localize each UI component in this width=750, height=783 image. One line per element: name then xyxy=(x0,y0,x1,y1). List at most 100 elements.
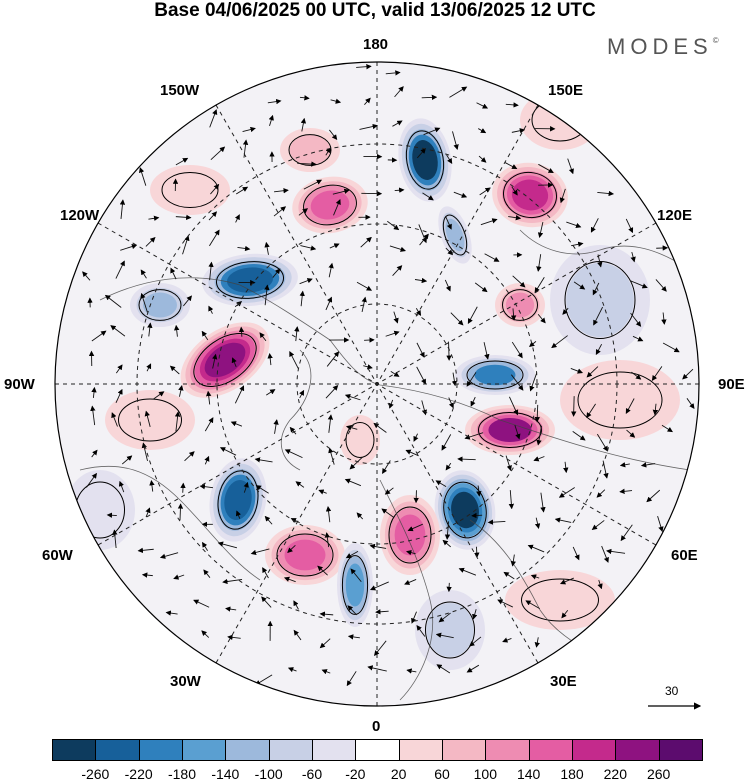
wind-vector xyxy=(350,568,362,583)
wind-vector xyxy=(145,507,151,518)
wind-vector xyxy=(299,389,305,399)
wind-vector xyxy=(300,245,317,251)
wind-vector xyxy=(299,278,313,285)
wind-vector xyxy=(287,545,296,553)
wind-vector xyxy=(422,192,434,201)
wind-vector xyxy=(559,188,566,204)
wind-vector xyxy=(416,366,426,385)
wind-vector xyxy=(82,271,91,281)
wind-vector xyxy=(325,147,331,156)
wind-vector xyxy=(137,547,154,554)
wind-vector xyxy=(389,245,406,252)
wind-vector xyxy=(632,335,644,342)
wind-vector xyxy=(411,611,417,624)
colorbar-swatch xyxy=(442,739,487,761)
wind-vector xyxy=(480,218,498,226)
wind-vector xyxy=(510,554,516,567)
lon-label-120w: 120W xyxy=(60,207,100,224)
wind-vector xyxy=(453,191,468,198)
wind-vector xyxy=(141,572,153,578)
wind-vector xyxy=(369,543,387,550)
wind-vector xyxy=(626,429,636,438)
wind-vector xyxy=(267,98,282,105)
wind-vector xyxy=(299,290,305,307)
wind-vector xyxy=(369,581,389,591)
colorbar-tick-label: 60 xyxy=(434,766,450,782)
wind-vector xyxy=(231,357,237,367)
contour-line xyxy=(405,130,445,190)
wind-vector xyxy=(146,363,152,372)
colorbar-tick-label: 20 xyxy=(390,766,407,782)
wind-vector xyxy=(406,550,416,556)
wind-vector xyxy=(435,632,454,639)
wind-vector xyxy=(290,518,300,524)
lon-label-150e: 150E xyxy=(548,82,584,99)
wind-vector xyxy=(551,335,568,349)
wind-vector xyxy=(173,574,185,580)
wind-vector xyxy=(115,364,123,374)
wind-vector xyxy=(414,277,428,284)
wind-vector xyxy=(243,481,249,493)
wind-vector xyxy=(478,128,487,134)
wind-vector xyxy=(512,275,526,288)
contour-line xyxy=(502,289,538,321)
wind-vector xyxy=(159,552,179,559)
wind-vector xyxy=(560,577,574,585)
lon-label-30w: 30W xyxy=(170,673,201,690)
colorbar-swatch xyxy=(355,739,400,761)
wind-vector xyxy=(138,167,147,186)
colorbar-tick-label: -140 xyxy=(211,766,240,782)
wind-vector xyxy=(225,606,237,612)
contour-line xyxy=(503,171,557,219)
wind-vector xyxy=(284,449,303,459)
wind-vector xyxy=(450,312,464,326)
wind-vector xyxy=(449,86,468,98)
wind-vector xyxy=(390,371,400,377)
wind-vector xyxy=(289,351,299,370)
colorbar-swatch xyxy=(225,739,270,761)
wind-vector xyxy=(444,521,451,540)
wind-vector xyxy=(209,109,218,128)
wind-vector xyxy=(537,221,544,239)
wind-vector xyxy=(265,389,276,396)
anomaly-contour xyxy=(204,342,246,378)
wind-vector xyxy=(534,517,541,529)
colorbar-tick-label: 140 xyxy=(516,766,541,782)
wind-vector xyxy=(262,567,269,579)
wind-vector xyxy=(115,260,125,279)
anomaly-contour xyxy=(289,135,331,165)
wind-vector xyxy=(573,281,586,290)
wind-vector xyxy=(325,505,332,523)
anomaly-contour xyxy=(566,262,634,338)
wind-vector xyxy=(326,351,340,367)
wind-vector xyxy=(435,480,447,487)
wind-vector xyxy=(115,388,123,403)
colorbar-swatch xyxy=(572,739,617,761)
wind-vector xyxy=(457,456,476,462)
map-title: Base 04/06/2025 00 UTC, valid 13/06/2025… xyxy=(154,0,596,21)
wind-vector xyxy=(345,550,359,559)
wind-vector xyxy=(619,488,633,495)
wind-vector xyxy=(631,371,642,380)
wind-vector xyxy=(392,120,403,127)
wind-vector xyxy=(469,636,482,647)
wind-vector xyxy=(363,364,373,370)
wind-vector xyxy=(471,512,483,519)
wind-vector xyxy=(596,489,606,498)
wind-vector xyxy=(451,372,458,387)
wind-vector xyxy=(106,512,117,518)
wind-vector xyxy=(592,282,600,296)
wind-vector xyxy=(661,312,667,325)
wind-vector xyxy=(264,284,270,306)
anomaly-contour xyxy=(511,179,549,211)
wind-vector xyxy=(120,243,138,251)
wind-vector xyxy=(466,372,477,387)
wind-vector xyxy=(148,215,160,221)
wind-vector xyxy=(173,324,180,337)
wind-vector xyxy=(511,186,518,196)
wind-vector xyxy=(540,492,546,513)
wind-vector xyxy=(287,667,297,673)
wind-vector xyxy=(606,548,626,555)
wind-vector xyxy=(145,236,156,247)
anomaly-contour xyxy=(474,364,516,386)
